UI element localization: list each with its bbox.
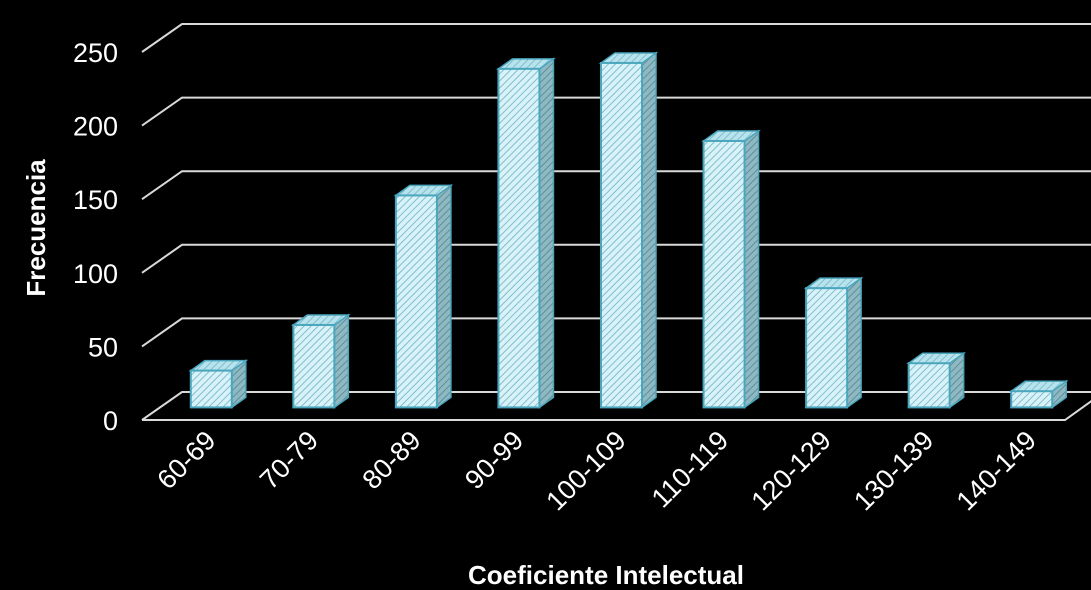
- x-tick-label: 110-119: [646, 425, 734, 513]
- y-tick-label: 50: [88, 332, 118, 362]
- gridlines: [141, 23, 1091, 421]
- bar: [598, 51, 659, 409]
- gridline: [141, 391, 1091, 421]
- bar-front: [497, 67, 541, 409]
- bar: [803, 276, 864, 409]
- x-tick-label: 100-109: [540, 425, 631, 516]
- x-axis-ticks: 60-69 70-79 80-89 90-99 100-109 110-119 120-12…: [151, 425, 1041, 516]
- gridline: [141, 317, 1091, 348]
- bar-side: [333, 313, 350, 409]
- bar-front: [907, 362, 951, 409]
- bar-side: [846, 276, 862, 409]
- y-axis-ticks: 0 50 100 150 200 250: [73, 38, 118, 436]
- x-tick-label: 130-139: [848, 425, 939, 516]
- bar: [188, 359, 249, 409]
- x-tick-label: 90-99: [459, 425, 529, 495]
- x-tick-label: 120-129: [746, 425, 837, 516]
- bar: [1008, 379, 1069, 409]
- bar-side: [641, 51, 657, 409]
- x-tick-label: 60-69: [151, 425, 221, 495]
- bar: [393, 183, 454, 409]
- bar-side: [538, 57, 555, 409]
- bar-front: [702, 139, 746, 409]
- y-tick-label: 100: [73, 259, 118, 289]
- bars: [188, 51, 1069, 409]
- bar: [906, 351, 967, 409]
- gridline: [141, 170, 1091, 201]
- bar-front: [189, 369, 233, 409]
- gridline: [141, 243, 1091, 274]
- bar-front: [292, 323, 336, 409]
- y-tick-label: 250: [73, 38, 118, 68]
- bar-side: [436, 183, 452, 409]
- x-tick-label: 140-149: [951, 425, 1042, 516]
- x-tick-label: 80-89: [357, 425, 427, 495]
- bar-front: [1010, 390, 1054, 409]
- bar-front: [394, 194, 438, 409]
- bar: [290, 313, 351, 409]
- bar: [701, 129, 761, 409]
- bar-side: [743, 129, 760, 409]
- y-tick-label: 150: [73, 185, 118, 215]
- floor-edge: [142, 400, 1091, 421]
- y-tick-label: 200: [73, 112, 118, 142]
- bar-front: [599, 61, 644, 409]
- x-axis-title: Coeficiente Intelectual: [468, 560, 744, 590]
- gridline: [141, 23, 1091, 53]
- y-axis-title: Frecuencia: [21, 159, 51, 297]
- gridline: [141, 96, 1091, 127]
- bar-front: [805, 287, 849, 409]
- y-tick-label: 0: [103, 406, 118, 436]
- x-tick-label: 70-79: [254, 425, 324, 495]
- bar: [496, 57, 556, 409]
